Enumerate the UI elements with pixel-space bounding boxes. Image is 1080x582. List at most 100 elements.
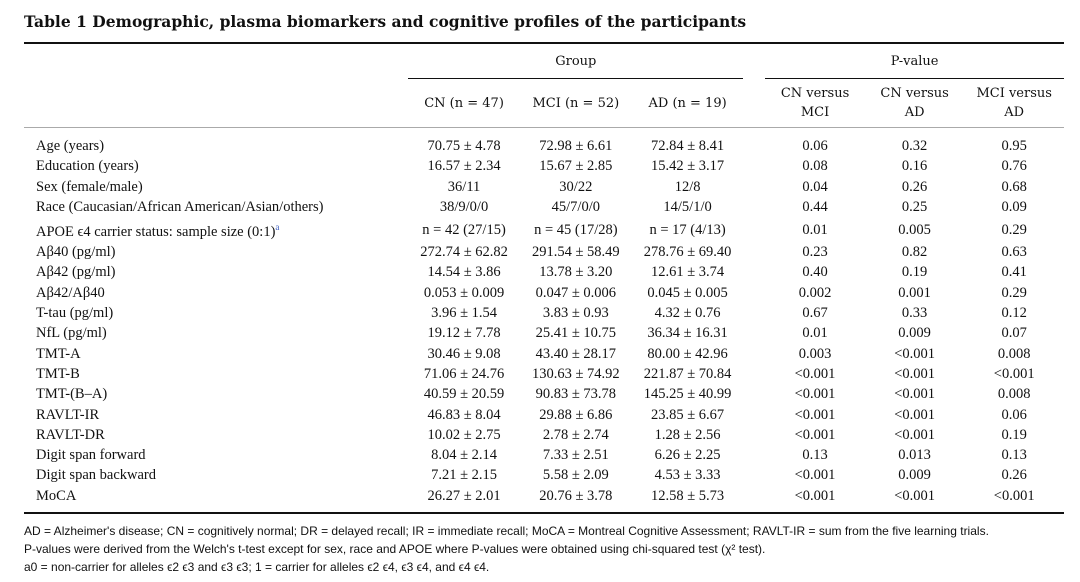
cell-cn: n = 42 (27/15) — [422, 221, 506, 238]
cell-mci: 15.67 ± 2.85 — [539, 158, 613, 175]
cell-p3: 0.19 — [1001, 426, 1027, 443]
cell-p1: <0.001 — [794, 406, 836, 423]
row-label: Digit span forward — [36, 447, 146, 464]
gap-cell — [743, 177, 765, 197]
cell-p2: 0.001 — [898, 284, 931, 301]
footnote-abbreviations: AD = Alzheimer's disease; CN = cognitive… — [24, 523, 989, 538]
table-document: Table 1 Demographic, plasma biomarkers a… — [24, 0, 1064, 576]
gap-cell — [743, 197, 765, 217]
cell-p1: 0.23 — [802, 244, 828, 261]
cell-mci: 25.41 ± 10.75 — [535, 325, 617, 342]
footnote-marker[interactable]: a — [275, 222, 280, 233]
cell-cn: 36/11 — [447, 178, 481, 195]
cell-p1: 0.08 — [802, 158, 828, 175]
cell-cn: 3.96 ± 1.54 — [431, 305, 498, 322]
table-row: RAVLT-DR 10.02 ± 2.75 2.78 ± 2.74 1.28 ± 2.… — [24, 425, 1064, 445]
cell-ad: 4.32 ± 0.76 — [654, 305, 721, 322]
cell-mci: 72.98 ± 6.61 — [539, 138, 613, 155]
cell-ad: 145.25 ± 40.99 — [643, 386, 732, 403]
cell-p3: 0.95 — [1001, 138, 1027, 155]
gap-cell — [743, 262, 765, 282]
cell-p2: <0.001 — [894, 386, 935, 403]
row-label: RAVLT-DR — [36, 426, 105, 443]
footnote-statistics: P-values were derived from the Welch's t… — [24, 541, 766, 556]
cell-ad: 278.76 ± 69.40 — [643, 244, 732, 261]
cell-cn: 38/9/0/0 — [439, 199, 489, 216]
cell-p1: 0.40 — [802, 264, 828, 281]
gap-cell — [743, 217, 765, 242]
cell-cn: 14.54 ± 3.86 — [427, 264, 501, 281]
cell-p2: 0.19 — [901, 264, 928, 281]
cell-cn: 8.04 ± 2.14 — [431, 447, 498, 464]
cell-p3: 0.06 — [1001, 406, 1027, 423]
cell-p1: <0.001 — [794, 426, 836, 443]
row-label: Race (Caucasian/African American/Asian/o… — [36, 199, 324, 216]
cell-mci: 90.83 ± 73.78 — [535, 386, 617, 403]
row-label: Aβ40 (pg/ml) — [36, 244, 116, 261]
cell-cn: 0.053 ± 0.009 — [423, 284, 505, 301]
row-label: TMT-(B–A) — [36, 386, 108, 403]
gap-cell — [743, 364, 765, 384]
table-row: APOE ϵ4 carrier status: sample size (0:1… — [24, 217, 1064, 242]
cell-p1: 0.003 — [798, 345, 832, 362]
table-row: RAVLT-IR 46.83 ± 8.04 29.88 ± 6.86 23.85 ± … — [24, 404, 1064, 424]
table-footnotes: AD = Alzheimer's disease; CN = cognitive… — [24, 522, 1064, 576]
row-label: RAVLT-IR — [36, 406, 100, 423]
column-header: CN versus AD — [880, 86, 949, 120]
row-label: TMT-A — [36, 345, 81, 362]
gap-cell — [743, 156, 765, 176]
row-label: TMT-B — [36, 365, 80, 382]
cell-ad: 15.42 ± 3.17 — [650, 158, 725, 175]
cell-ad: 0.045 ± 0.005 — [647, 284, 728, 301]
gap-cell — [743, 384, 765, 404]
gap-cell — [743, 404, 765, 424]
cell-p3: 0.07 — [1001, 325, 1027, 342]
cell-p3: <0.001 — [993, 365, 1035, 382]
cell-mci: n = 45 (17/28) — [534, 221, 618, 238]
cell-p3: 0.63 — [1001, 244, 1027, 261]
cell-p2: <0.001 — [894, 345, 935, 362]
cell-p2: 0.25 — [901, 199, 928, 216]
cell-p1: 0.06 — [802, 138, 828, 155]
row-label: MoCA — [36, 487, 77, 504]
cell-p3: <0.001 — [993, 487, 1035, 504]
cell-p1: 0.01 — [802, 325, 828, 342]
cell-cn: 70.75 ± 4.78 — [427, 138, 501, 155]
cell-ad: 12.58 ± 5.73 — [650, 487, 725, 504]
cell-p2: 0.26 — [901, 178, 928, 195]
cell-p2: 0.013 — [898, 447, 931, 464]
row-label: NfL (pg/ml) — [36, 325, 107, 342]
table-row: Age (years) 70.75 ± 4.78 72.98 ± 6.61 72.84… — [24, 128, 1064, 157]
cell-cn: 10.02 ± 2.75 — [427, 426, 501, 443]
cell-cn: 30.46 ± 9.08 — [427, 345, 501, 362]
cell-mci: 20.76 ± 3.78 — [539, 487, 613, 504]
cell-p2: 0.16 — [901, 158, 928, 175]
cell-ad: 12.61 ± 3.74 — [650, 264, 725, 281]
table-row: Aβ40 (pg/ml) 272.74 ± 62.82 291.54 ± 58.49… — [24, 242, 1064, 262]
cell-p3: 0.68 — [1001, 178, 1027, 195]
cell-cn: 272.74 ± 62.82 — [420, 244, 508, 261]
table-row: NfL (pg/ml) 19.12 ± 7.78 25.41 ± 10.75 36.3… — [24, 323, 1064, 343]
gap-cell — [743, 128, 765, 157]
cell-mci: 130.63 ± 74.92 — [531, 365, 620, 382]
cell-mci: 29.88 ± 6.86 — [539, 406, 613, 423]
gap-cell — [743, 283, 765, 303]
cell-p3: 0.008 — [997, 345, 1031, 362]
cell-p3: 0.26 — [1001, 467, 1027, 484]
cell-p2: <0.001 — [894, 487, 935, 504]
column-header: CN (n = 47) — [424, 95, 504, 111]
group-header: Group — [408, 44, 744, 79]
column-header: AD (n = 19) — [648, 95, 727, 111]
gap-cell — [743, 445, 765, 465]
footnote-apoe: a0 = non-carrier for alleles ϵ2 ϵ3 and ϵ… — [24, 559, 490, 574]
cell-p2: <0.001 — [894, 426, 935, 443]
cell-p2: 0.005 — [898, 221, 931, 238]
pvalue-header: P-value — [765, 44, 1064, 79]
table-row: T-tau (pg/ml) 3.96 ± 1.54 3.83 ± 0.93 4.32 … — [24, 303, 1064, 323]
table-row: Digit span backward 7.21 ± 2.15 5.58 ± 2.0… — [24, 465, 1064, 485]
cell-ad: 14/5/1/0 — [663, 199, 712, 216]
cell-ad: 221.87 ± 70.84 — [643, 365, 732, 382]
cell-cn: 46.83 ± 8.04 — [427, 406, 501, 423]
cell-ad: 4.53 ± 3.33 — [654, 467, 721, 484]
gap-cell — [743, 344, 765, 364]
